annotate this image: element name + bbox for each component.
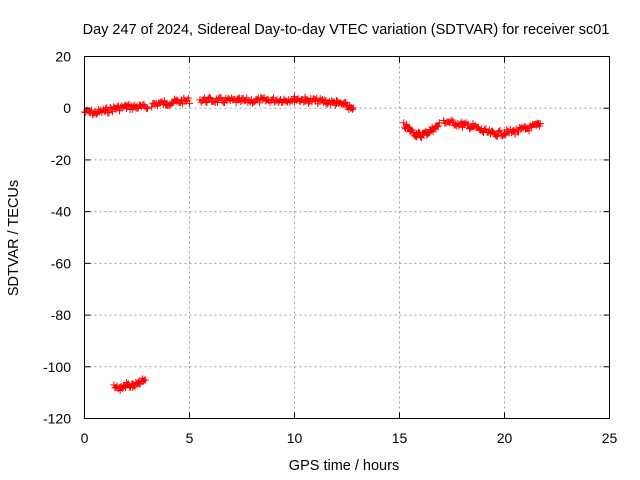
x-axis-label: GPS time / hours [289, 458, 399, 474]
x-tick-label: 5 [186, 430, 194, 446]
data-segment [110, 375, 149, 394]
x-tick-label: 15 [392, 430, 408, 446]
y-tick-label: -120 [43, 411, 71, 427]
data-segment [81, 100, 151, 119]
y-tick-label: 20 [55, 49, 71, 65]
y-axis-label: SDTVAR / TECUs [6, 180, 22, 296]
y-tick-labels: 20 0 -20 -40 -60 -80 -100 -120 [43, 49, 71, 427]
y-tick-label: -100 [43, 359, 71, 375]
y-tick-label: 0 [63, 100, 71, 116]
data-point-markers [400, 119, 443, 142]
axis-ticks [84, 56, 610, 419]
data-points [81, 93, 544, 394]
chart-title: Day 247 of 2024, Sidereal Day-to-day VTE… [83, 22, 610, 38]
data-segment [400, 119, 443, 142]
x-tick-label: 10 [287, 430, 303, 446]
y-tick-label: -20 [51, 152, 71, 168]
grid-lines [84, 56, 610, 419]
y-tick-label: -40 [51, 204, 71, 220]
y-tick-label: -60 [51, 255, 71, 271]
data-point-markers [440, 116, 544, 140]
x-tick-labels: 0 5 10 15 20 25 [81, 430, 618, 446]
data-point-markers [196, 93, 357, 113]
data-segment [148, 94, 193, 111]
x-tick-label: 0 [81, 430, 89, 446]
plot-frame [84, 56, 610, 419]
data-point-markers [148, 94, 193, 111]
y-tick-label: -80 [51, 307, 71, 323]
data-segment [440, 116, 544, 140]
data-segment [196, 93, 357, 113]
x-tick-label: 20 [497, 430, 513, 446]
data-point-markers [81, 100, 151, 119]
data-point-markers [110, 375, 149, 394]
x-tick-label: 25 [602, 430, 618, 446]
